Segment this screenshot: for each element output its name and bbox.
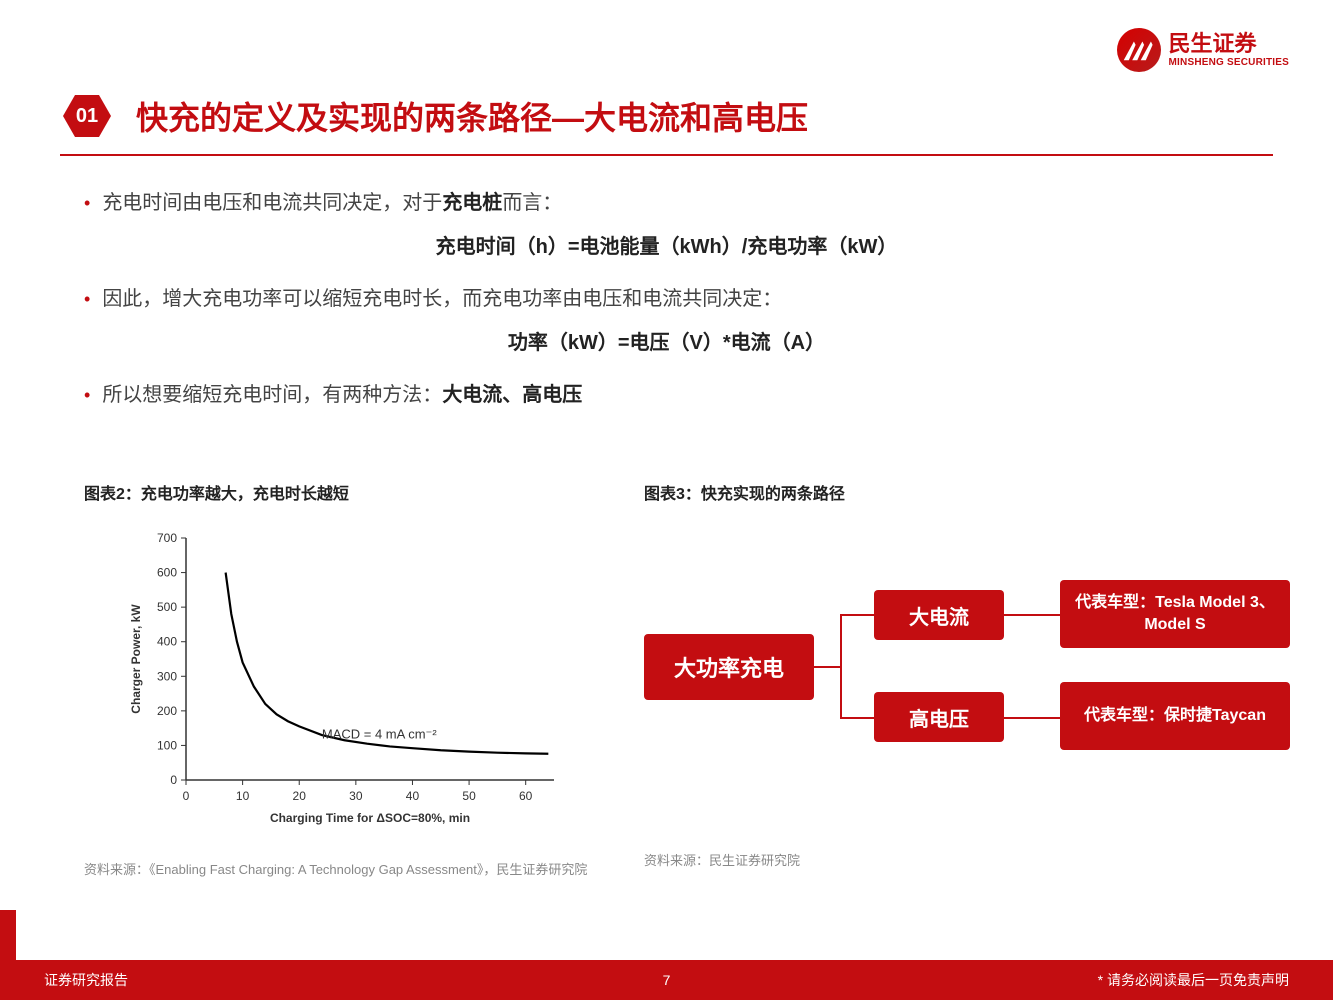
footer-right: * 请务必阅读最后一页免责声明: [1098, 970, 1289, 990]
bullet-2: • 因此，增大充电功率可以缩短充电时长，而充电功率由电压和电流共同决定：: [84, 282, 1249, 316]
diagram-edge: [840, 614, 842, 719]
brand-name-en: MINSHENG SECURITIES: [1169, 57, 1289, 68]
section-badge: 01: [60, 92, 114, 140]
svg-text:400: 400: [157, 635, 177, 649]
footer-bar: 证券研究报告 7 * 请务必阅读最后一页免责声明: [0, 960, 1333, 1000]
formula-2: 功率（kW）=电压（V）*电流（A）: [84, 326, 1249, 360]
diagram-root-node: 大功率充电: [644, 634, 814, 700]
chart-3: 图表3：快充实现的两条路径 大功率充电 大电流 高电压 代表车型：Tesla M…: [644, 480, 1289, 878]
svg-text:300: 300: [157, 669, 177, 683]
svg-text:Charging Time for ΔSOC=80%, mi: Charging Time for ΔSOC=80%, min: [270, 811, 470, 825]
svg-text:0: 0: [183, 789, 190, 803]
svg-text:200: 200: [157, 704, 177, 718]
diagram-leaf-node-2: 代表车型：保时捷Taycan: [1060, 682, 1290, 750]
svg-text:700: 700: [157, 531, 177, 545]
svg-text:100: 100: [157, 738, 177, 752]
brand-name-cn: 民生证券: [1169, 32, 1289, 56]
footer-page-number: 7: [663, 972, 671, 988]
section-number: 01: [63, 95, 111, 137]
bullet-dot-icon: •: [84, 186, 90, 220]
bullet-1: • 充电时间由电压和电流共同决定，对于充电桩而言：: [84, 186, 1249, 220]
diagram-edge: [1004, 614, 1060, 616]
brand-logo-icon: [1117, 28, 1161, 72]
bullet-1-text-bold: 充电桩: [442, 192, 502, 214]
chart-3-diagram: 大功率充电 大电流 高电压 代表车型：Tesla Model 3、Model S…: [644, 564, 1289, 844]
bullet-1-text-pre: 充电时间由电压和电流共同决定，对于: [102, 192, 442, 214]
chart-2-title: 图表2：充电功率越大，充电时长越短: [84, 480, 604, 504]
footer-left: 证券研究报告: [44, 970, 128, 990]
svg-text:600: 600: [157, 566, 177, 580]
svg-text:MACD = 4 mA cm⁻²: MACD = 4 mA cm⁻²: [322, 727, 438, 742]
page-title: 快充的定义及实现的两条路径—大电流和高电压: [136, 93, 808, 139]
svg-text:60: 60: [519, 789, 533, 803]
chart-3-title: 图表3：快充实现的两条路径: [644, 480, 1289, 504]
chart-2-source: 资料来源：《Enabling Fast Charging: A Technolo…: [84, 859, 604, 878]
bullet-3: • 所以想要缩短充电时间，有两种方法：大电流、高电压: [84, 378, 1249, 412]
diagram-mid-node-1: 大电流: [874, 590, 1004, 640]
bullet-dot-icon: •: [84, 378, 90, 412]
diagram-leaf-node-1: 代表车型：Tesla Model 3、Model S: [1060, 580, 1290, 648]
svg-text:10: 10: [236, 789, 250, 803]
svg-text:0: 0: [170, 773, 177, 787]
svg-text:30: 30: [349, 789, 363, 803]
svg-text:Charger Power, kW: Charger Power, kW: [129, 604, 143, 714]
chart-3-source: 资料来源：民生证券研究院: [644, 850, 1289, 869]
bullet-1-text-post: 而言：: [502, 192, 562, 214]
diagram-edge: [814, 666, 840, 668]
brand-logo: 民生证券 MINSHENG SECURITIES: [1117, 28, 1289, 72]
svg-text:500: 500: [157, 600, 177, 614]
bullet-dot-icon: •: [84, 282, 90, 316]
diagram-edge: [840, 614, 874, 616]
svg-text:40: 40: [406, 789, 420, 803]
footer-accent: [0, 910, 16, 960]
chart-2: 图表2：充电功率越大，充电时长越短 0100200300400500600700…: [84, 480, 604, 878]
bullet-2-text: 因此，增大充电功率可以缩短充电时长，而充电功率由电压和电流共同决定：: [102, 282, 782, 316]
diagram-mid-node-2: 高电压: [874, 692, 1004, 742]
svg-text:50: 50: [462, 789, 476, 803]
chart-2-plot: 0 100 200 300 400 500 600 700 0 10 20 30 40 50 60 Charg…: [124, 528, 564, 828]
title-row: 01 快充的定义及实现的两条路径—大电流和高电压: [60, 92, 1273, 156]
bullet-3-text-pre: 所以想要缩短充电时间，有两种方法：: [102, 384, 442, 406]
body-content: • 充电时间由电压和电流共同决定，对于充电桩而言： 充电时间（h）=电池能量（k…: [84, 186, 1249, 423]
diagram-edge: [840, 717, 874, 719]
svg-text:20: 20: [293, 789, 307, 803]
diagram-edge: [1004, 717, 1060, 719]
formula-1: 充电时间（h）=电池能量（kWh）/充电功率（kW）: [84, 230, 1249, 264]
bullet-3-text-bold: 大电流、高电压: [442, 384, 582, 406]
